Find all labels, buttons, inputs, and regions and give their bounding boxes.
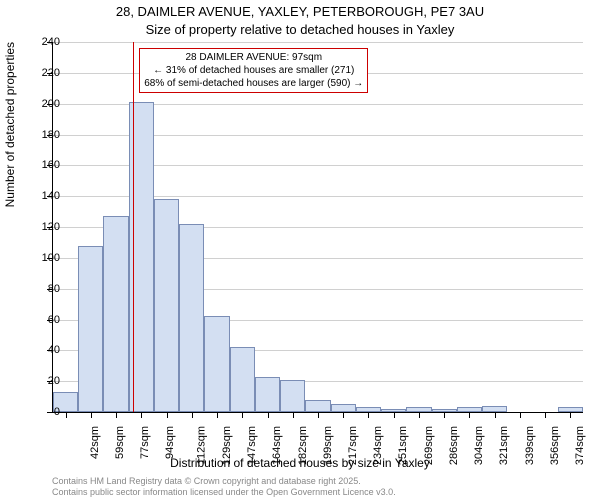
x-tick — [217, 412, 218, 418]
x-tick-label: 304sqm — [473, 426, 485, 465]
x-tick-label: 129sqm — [221, 426, 233, 465]
x-tick-label: 77sqm — [139, 426, 151, 459]
x-tick — [318, 412, 319, 418]
y-tick-label: 0 — [30, 406, 60, 418]
annotation-line: 28 DAIMLER AVENUE: 97sqm — [144, 51, 363, 64]
plot-area: 28 DAIMLER AVENUE: 97sqm← 31% of detache… — [52, 42, 583, 413]
reference-line — [133, 42, 134, 412]
y-tick-label: 160 — [30, 159, 60, 171]
histogram-bar — [305, 400, 330, 412]
x-tick — [394, 412, 395, 418]
x-tick — [141, 412, 142, 418]
y-tick-label: 20 — [30, 375, 60, 387]
x-tick — [116, 412, 117, 418]
y-tick-label: 40 — [30, 344, 60, 356]
x-tick-label: 321sqm — [499, 426, 511, 465]
x-tick — [268, 412, 269, 418]
y-tick-label: 140 — [30, 190, 60, 202]
x-tick — [444, 412, 445, 418]
annotation-line: ← 31% of detached houses are smaller (27… — [144, 64, 363, 77]
x-tick — [293, 412, 294, 418]
chart-container: 28, DAIMLER AVENUE, YAXLEY, PETERBOROUGH… — [0, 0, 600, 500]
x-tick — [520, 412, 521, 418]
y-tick-label: 200 — [30, 98, 60, 110]
y-tick-label: 100 — [30, 252, 60, 264]
x-tick-label: 42sqm — [89, 426, 101, 459]
histogram-bar — [78, 246, 103, 413]
x-tick-label: 356sqm — [549, 426, 561, 465]
footer-text: Contains HM Land Registry data © Crown c… — [52, 476, 396, 498]
chart-title-sub: Size of property relative to detached ho… — [0, 22, 600, 37]
x-tick — [167, 412, 168, 418]
x-tick-label: 59sqm — [114, 426, 126, 459]
x-tick-label: 199sqm — [322, 426, 334, 465]
histogram-bar — [230, 347, 255, 412]
x-tick-label: 286sqm — [448, 426, 460, 465]
y-tick-label: 80 — [30, 283, 60, 295]
x-tick-label: 217sqm — [347, 426, 359, 465]
histogram-bar — [280, 380, 305, 412]
y-tick-label: 60 — [30, 314, 60, 326]
y-axis-title: Number of detached properties — [3, 42, 17, 207]
y-tick-label: 120 — [30, 221, 60, 233]
chart-title-main: 28, DAIMLER AVENUE, YAXLEY, PETERBOROUGH… — [0, 4, 600, 19]
histogram-bar — [154, 199, 179, 412]
x-tick-label: 182sqm — [297, 426, 309, 465]
histogram-bar — [331, 404, 356, 412]
x-tick-label: 112sqm — [195, 426, 207, 464]
x-tick — [343, 412, 344, 418]
x-tick — [469, 412, 470, 418]
y-tick-label: 220 — [30, 67, 60, 79]
histogram-bar — [255, 377, 280, 412]
x-tick — [91, 412, 92, 418]
annotation-line: 68% of semi-detached houses are larger (… — [144, 77, 363, 90]
x-tick-label: 164sqm — [271, 426, 283, 465]
x-tick — [242, 412, 243, 418]
x-tick-label: 374sqm — [574, 426, 586, 465]
annotation-box: 28 DAIMLER AVENUE: 97sqm← 31% of detache… — [139, 48, 368, 93]
x-tick-label: 94sqm — [164, 426, 176, 459]
x-tick — [368, 412, 369, 418]
footer-line-2: Contains public sector information licen… — [52, 487, 396, 498]
x-tick — [192, 412, 193, 418]
histogram-bar — [179, 224, 204, 412]
x-tick-label: 339sqm — [524, 426, 536, 465]
x-tick — [419, 412, 420, 418]
x-tick-label: 147sqm — [246, 426, 258, 465]
x-tick — [495, 412, 496, 418]
x-tick-label: 269sqm — [423, 426, 435, 465]
x-tick — [545, 412, 546, 418]
histogram-bar — [103, 216, 128, 412]
x-tick-label: 234sqm — [372, 426, 384, 465]
histogram-bar — [204, 316, 229, 412]
footer-line-1: Contains HM Land Registry data © Crown c… — [52, 476, 396, 487]
x-tick-label: 251sqm — [398, 426, 410, 465]
x-tick — [66, 412, 67, 418]
x-tick — [570, 412, 571, 418]
y-tick-label: 180 — [30, 129, 60, 141]
y-tick-label: 240 — [30, 36, 60, 48]
